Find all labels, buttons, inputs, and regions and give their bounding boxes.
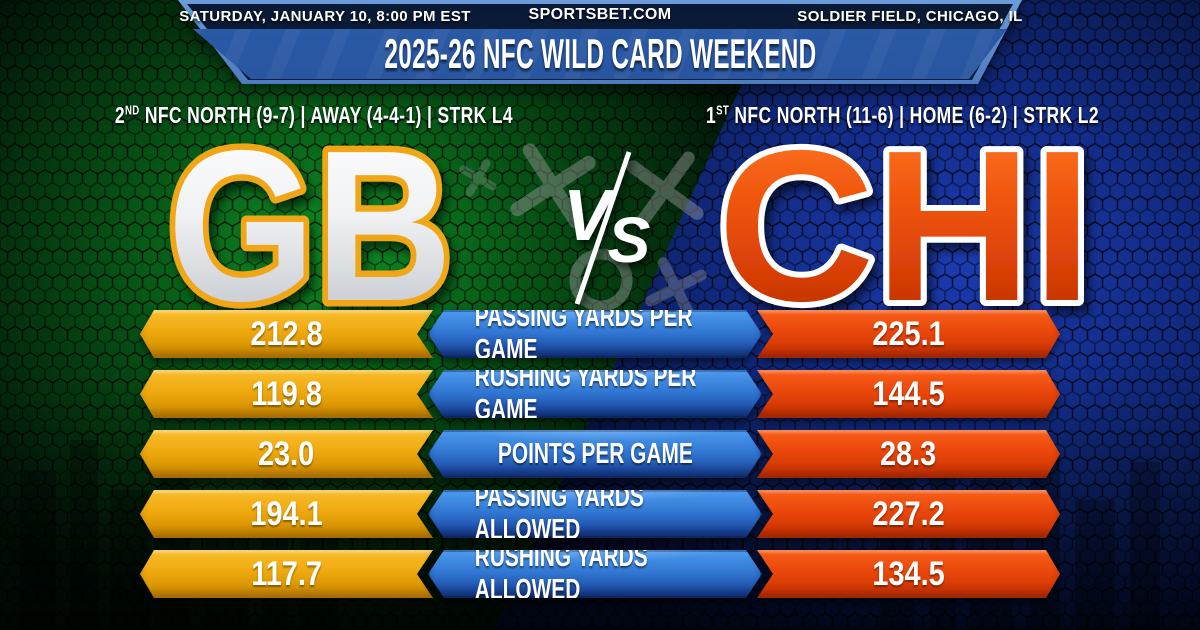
site-brand: SPORTSBET.COM bbox=[528, 6, 672, 23]
stat-row: 117.7 RUSHING YARDS ALLOWED 134.5 bbox=[140, 550, 1060, 598]
svg-text:GB: GB bbox=[168, 118, 453, 328]
away-stat-bar: 119.8 bbox=[140, 370, 433, 418]
stats-table: 212.8 PASSING YARDS PER GAME 225.1 119.8… bbox=[140, 310, 1060, 606]
stat-label-bar: RUSHING YARDS PER GAME bbox=[428, 370, 762, 418]
versus-s: S bbox=[608, 204, 651, 276]
stat-label-bar: POINTS PER GAME bbox=[428, 430, 762, 478]
home-stat-value: 28.3 bbox=[880, 434, 937, 473]
away-stat-value: 212.8 bbox=[250, 314, 323, 353]
stat-row: 119.8 RUSHING YARDS PER GAME 144.5 bbox=[140, 370, 1060, 418]
away-stat-bar: 212.8 bbox=[140, 310, 433, 358]
home-stat-bar: 28.3 bbox=[757, 430, 1060, 478]
slash-icon bbox=[574, 151, 632, 305]
game-datetime: SATURDAY, JANUARY 10, 8:00 PM EST bbox=[179, 8, 471, 25]
home-stat-value: 225.1 bbox=[872, 314, 945, 353]
o-play-icon bbox=[569, 248, 633, 312]
away-stat-bar: 117.7 bbox=[140, 550, 433, 598]
x-play-icon bbox=[510, 143, 596, 229]
stat-label: POINTS PER GAME bbox=[497, 437, 693, 470]
away-stat-value: 119.8 bbox=[251, 374, 322, 413]
away-stat-value: 23.0 bbox=[258, 434, 315, 473]
home-record: NFC NORTH (11-6) | HOME (6-2) | STRK L2 bbox=[728, 102, 1099, 128]
home-stat-bar: 227.2 bbox=[757, 490, 1060, 538]
home-rank: 1 bbox=[705, 102, 716, 128]
away-team-abbr: GB bbox=[161, 118, 459, 328]
home-team-abbr: CHI bbox=[712, 118, 1099, 328]
stat-row: 194.1 PASSING YARDS ALLOWED 227.2 bbox=[140, 490, 1060, 538]
away-rank-suffix: ND bbox=[124, 103, 140, 118]
away-stat-bar: 194.1 bbox=[140, 490, 433, 538]
play-diagram-decor bbox=[459, 143, 707, 319]
versus-v: V bbox=[563, 176, 617, 256]
stat-label: RUSHING YARDS PER GAME bbox=[474, 361, 697, 426]
stat-label: RUSHING YARDS ALLOWED bbox=[474, 541, 648, 606]
away-rank: 2 bbox=[114, 102, 125, 128]
game-venue: SOLDIER FIELD, CHICAGO, IL bbox=[797, 8, 1023, 25]
away-stat-value: 194.1 bbox=[250, 494, 323, 533]
x-play-icon bbox=[626, 151, 704, 229]
away-stat-value: 117.7 bbox=[251, 554, 322, 593]
home-stat-bar: 144.5 bbox=[757, 370, 1060, 418]
versus-mark: V S bbox=[563, 151, 651, 305]
stat-label-bar: PASSING YARDS PER GAME bbox=[428, 310, 762, 358]
stat-label-bar: PASSING YARDS ALLOWED bbox=[428, 490, 762, 538]
home-stat-bar: 225.1 bbox=[757, 310, 1060, 358]
page-title: 2025-26 NFC WILD CARD WEEKEND bbox=[383, 30, 817, 77]
stat-label: PASSING YARDS ALLOWED bbox=[474, 481, 644, 546]
home-stat-value: 144.5 bbox=[872, 374, 945, 413]
stat-row: 23.0 POINTS PER GAME 28.3 bbox=[140, 430, 1060, 478]
away-team-summary: 2ND NFC NORTH (9-7) | AWAY (4-4-1) | STR… bbox=[52, 102, 572, 129]
home-team-summary: 1ST NFC NORTH (11-6) | HOME (6-2) | STRK… bbox=[642, 102, 1162, 129]
stat-label: PASSING YARDS PER GAME bbox=[474, 301, 693, 366]
x-play-icon bbox=[645, 257, 707, 319]
stat-row: 212.8 PASSING YARDS PER GAME 225.1 bbox=[140, 310, 1060, 358]
home-rank-suffix: ST bbox=[715, 103, 729, 118]
x-play-icon bbox=[459, 159, 497, 197]
home-stat-value: 227.2 bbox=[872, 494, 945, 533]
home-stat-bar: 134.5 bbox=[757, 550, 1060, 598]
home-stat-value: 134.5 bbox=[872, 554, 945, 593]
stat-label-bar: RUSHING YARDS ALLOWED bbox=[428, 550, 762, 598]
away-stat-bar: 23.0 bbox=[140, 430, 433, 478]
away-record: NFC NORTH (9-7) | AWAY (4-4-1) | STRK L4 bbox=[139, 102, 513, 128]
svg-text:CHI: CHI bbox=[718, 118, 1093, 328]
